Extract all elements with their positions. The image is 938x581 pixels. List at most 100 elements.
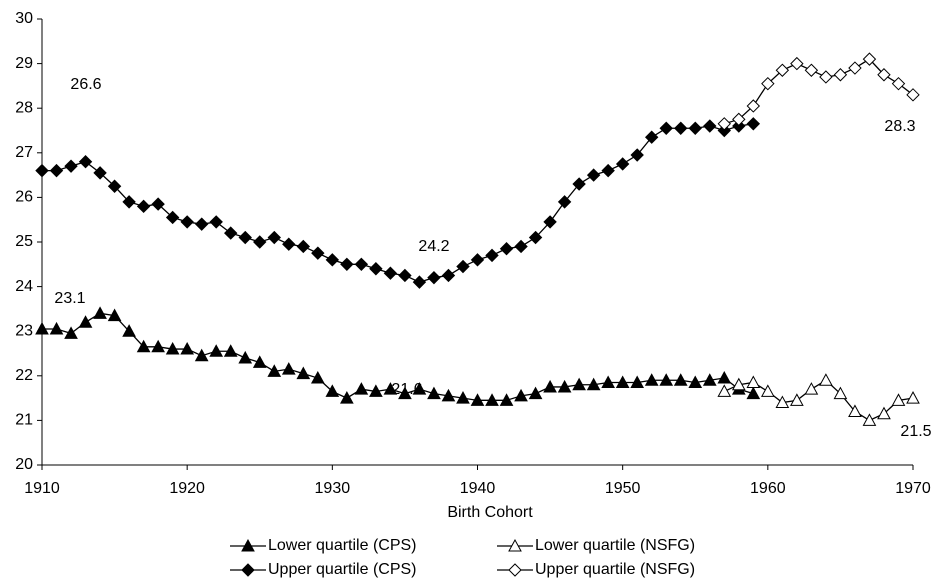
annotation: 21.5 xyxy=(900,423,931,440)
x-tick-label: 1910 xyxy=(24,480,60,497)
marker xyxy=(223,344,238,357)
marker xyxy=(673,373,688,386)
marker xyxy=(194,217,209,231)
marker xyxy=(746,386,761,400)
marker xyxy=(775,63,790,77)
marker xyxy=(441,268,456,283)
marker xyxy=(122,324,136,337)
y-tick-label: 29 xyxy=(15,55,33,72)
marker xyxy=(281,362,296,375)
marker xyxy=(107,179,122,193)
legend-marker xyxy=(508,538,522,552)
marker xyxy=(877,68,891,82)
y-tick-label: 30 xyxy=(15,10,33,27)
x-tick-label: 1950 xyxy=(605,480,641,497)
marker xyxy=(470,253,485,267)
marker xyxy=(369,384,383,397)
marker xyxy=(848,61,862,75)
annotation: 23.1 xyxy=(54,290,85,307)
marker xyxy=(790,393,804,406)
legend-marker xyxy=(241,538,255,552)
marker xyxy=(760,384,775,397)
marker xyxy=(456,259,470,274)
marker xyxy=(731,377,746,391)
marker xyxy=(557,195,572,209)
marker xyxy=(340,391,354,404)
marker xyxy=(253,235,267,249)
y-tick-label: 26 xyxy=(15,189,33,206)
marker xyxy=(427,386,441,400)
marker xyxy=(180,341,195,355)
marker xyxy=(499,393,514,406)
marker xyxy=(862,52,877,66)
marker xyxy=(49,163,64,178)
marker xyxy=(717,370,732,384)
marker xyxy=(485,393,499,406)
marker xyxy=(64,326,78,339)
x-tick-label: 1970 xyxy=(895,480,931,497)
marker xyxy=(194,348,209,362)
marker xyxy=(485,248,499,263)
marker xyxy=(790,56,804,71)
marker xyxy=(412,275,427,289)
marker xyxy=(644,130,659,144)
marker xyxy=(703,119,717,133)
marker xyxy=(252,355,267,368)
x-tick-label: 1940 xyxy=(460,480,496,497)
marker xyxy=(267,364,282,377)
marker xyxy=(354,382,369,395)
marker xyxy=(180,215,194,229)
marker xyxy=(369,262,383,276)
marker xyxy=(543,215,557,229)
y-tick-label: 20 xyxy=(15,456,33,473)
marker xyxy=(601,163,615,178)
marker xyxy=(296,366,311,380)
marker xyxy=(877,406,891,420)
y-tick-label: 22 xyxy=(15,367,33,384)
legend-marker xyxy=(508,563,522,577)
series-line xyxy=(42,123,754,283)
marker xyxy=(833,68,848,82)
marker xyxy=(427,270,441,285)
marker xyxy=(572,377,586,391)
marker xyxy=(224,226,238,240)
marker xyxy=(819,373,833,386)
marker xyxy=(615,375,630,388)
marker xyxy=(107,308,122,322)
marker xyxy=(209,215,223,229)
marker xyxy=(732,112,746,127)
marker xyxy=(122,195,136,209)
marker xyxy=(238,350,253,364)
marker xyxy=(717,117,731,131)
marker xyxy=(833,386,848,400)
marker xyxy=(586,377,601,391)
marker xyxy=(586,168,601,182)
marker xyxy=(398,268,412,283)
marker xyxy=(761,76,775,91)
marker xyxy=(64,159,78,173)
marker xyxy=(717,384,732,397)
marker xyxy=(151,197,165,211)
marker xyxy=(238,230,252,245)
marker xyxy=(674,121,688,135)
marker xyxy=(311,246,325,260)
marker xyxy=(688,121,702,135)
marker xyxy=(557,379,572,393)
marker xyxy=(862,413,877,426)
marker xyxy=(630,375,645,388)
annotation: 24.2 xyxy=(418,238,449,255)
marker xyxy=(644,373,659,386)
marker xyxy=(688,375,703,388)
marker xyxy=(340,257,354,272)
marker xyxy=(35,163,49,178)
marker xyxy=(891,76,906,91)
marker xyxy=(572,177,586,191)
legend-label: Upper quartile (NSFG) xyxy=(535,561,695,578)
marker xyxy=(267,230,281,245)
marker xyxy=(325,253,340,267)
marker xyxy=(412,382,427,395)
marker xyxy=(78,155,93,169)
marker xyxy=(746,99,761,113)
marker xyxy=(93,306,107,319)
